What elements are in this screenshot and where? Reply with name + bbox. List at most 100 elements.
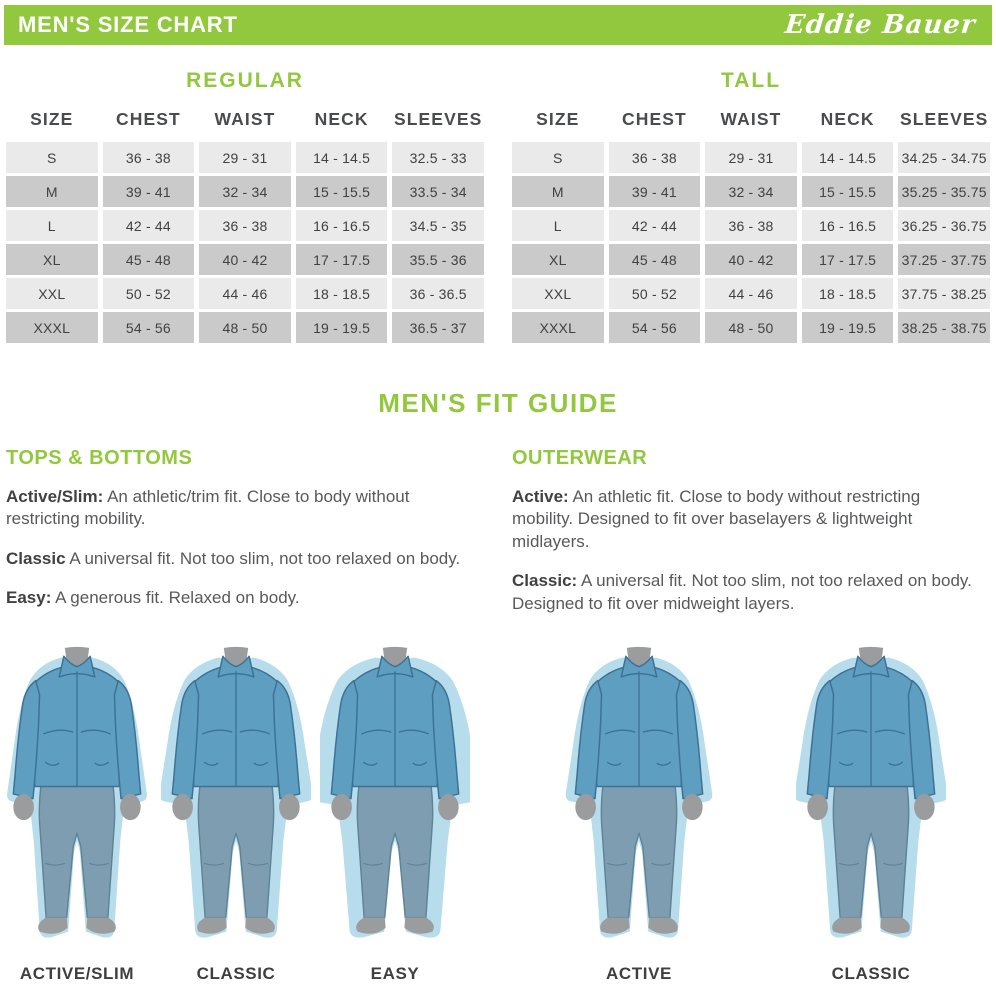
right-foot <box>880 917 910 934</box>
table-cell: 19 - 19.5 <box>801 312 894 343</box>
table-cell: 36.25 - 36.75 <box>898 210 990 241</box>
right-foot <box>86 917 116 934</box>
outerwear-items: Active: An athletic fit. Close to body w… <box>512 486 990 615</box>
table-cell: 40 - 42 <box>199 244 291 275</box>
table-cell: 32.5 - 33 <box>392 142 484 173</box>
jacket-left-arm <box>574 680 603 800</box>
jacket-left-arm <box>171 680 200 800</box>
jacket-right-arm <box>431 680 460 800</box>
table-cell: 15 - 15.5 <box>295 176 388 207</box>
table-cell: 34.25 - 34.75 <box>898 142 990 173</box>
column-header: CHEST <box>115 109 181 129</box>
jacket-left-arm <box>806 680 835 800</box>
outerwear-figures: ACTIVE CLASSIC <box>564 646 946 984</box>
table-cell: 50 - 52 <box>102 278 195 309</box>
left-foot <box>832 917 862 934</box>
tops-bottoms-heading: TOPS & BOTTOMS <box>6 447 193 469</box>
table-row: XL 45 - 48 40 - 42 17 - 17.5 35.5 - 36 <box>6 244 484 275</box>
page-title: MEN'S SIZE CHART <box>18 12 238 37</box>
table-cell: M <box>512 176 604 207</box>
fit-description: Classic A universal fit. Not too slim, n… <box>6 548 476 570</box>
table-row: S 36 - 38 29 - 31 14 - 14.5 34.25 - 34.75 <box>512 142 990 173</box>
table-cell: 29 - 31 <box>705 142 797 173</box>
fit-figure: ACTIVE/SLIM <box>2 646 152 984</box>
table-row: M 39 - 41 32 - 34 15 - 15.5 33.5 - 34 <box>6 176 484 207</box>
table-cell: 48 - 50 <box>705 312 797 343</box>
outerwear-heading: OUTERWEAR <box>512 447 648 469</box>
table-cell: 54 - 56 <box>608 312 701 343</box>
jacket-left-arm <box>12 680 41 800</box>
figure-label: CLASSIC <box>831 964 911 984</box>
table-cell: 32 - 34 <box>199 176 291 207</box>
table-cell: 18 - 18.5 <box>295 278 388 309</box>
left-foot <box>600 917 630 934</box>
table-cell: XXL <box>512 278 604 309</box>
fit-description: Easy: A generous fit. Relaxed on body. <box>6 587 476 609</box>
table-cell: XXL <box>6 278 98 309</box>
table-cell: XXXL <box>512 312 604 343</box>
pants <box>197 781 275 919</box>
column-header: SIZE <box>536 109 580 129</box>
pants <box>38 781 116 919</box>
fit-term-description: A universal fit. Not too slim, not too r… <box>512 571 972 613</box>
table-cell: 39 - 41 <box>102 176 195 207</box>
table-cell: XL <box>512 244 604 275</box>
left-foot <box>38 917 68 934</box>
jacket-right-arm <box>675 680 704 800</box>
table-cell: XL <box>6 244 98 275</box>
column-header: SIZE <box>30 109 74 129</box>
table-cell: 32 - 34 <box>705 176 797 207</box>
table-row: XXL 50 - 52 44 - 46 18 - 18.5 36 - 36.5 <box>6 278 484 309</box>
jacket-collar <box>217 655 255 678</box>
right-hand <box>682 794 703 821</box>
figure-label: EASY <box>370 964 420 984</box>
table-cell: 17 - 17.5 <box>801 244 894 275</box>
table-cell: 37.25 - 37.75 <box>898 244 990 275</box>
table-cell: 34.5 - 35 <box>392 210 484 241</box>
figure-label: ACTIVE/SLIM <box>19 964 135 984</box>
table-cell: 16 - 16.5 <box>295 210 388 241</box>
table-cell: 42 - 44 <box>102 210 195 241</box>
table-cell: 16 - 16.5 <box>801 210 894 241</box>
fit-term: Active/Slim: <box>6 487 104 506</box>
table-cell: 45 - 48 <box>608 244 701 275</box>
pants <box>832 781 910 919</box>
table-cell: M <box>6 176 98 207</box>
table-cell: 14 - 14.5 <box>295 142 388 173</box>
table-cell: 15 - 15.5 <box>801 176 894 207</box>
table-cell: 38.25 - 38.75 <box>898 312 990 343</box>
fit-figure: ACTIVE <box>564 646 714 984</box>
tall-table-title: TALL <box>720 69 782 92</box>
table-row: XL 45 - 48 40 - 42 17 - 17.5 37.25 - 37.75 <box>512 244 990 275</box>
table-cell: 29 - 31 <box>199 142 291 173</box>
fit-figure-illustration <box>796 647 946 938</box>
header-bar: MEN'S SIZE CHART Eddie Bauer <box>4 5 992 45</box>
fit-description: Active: An athletic fit. Close to body w… <box>512 486 982 553</box>
fit-term: Classic <box>6 548 66 568</box>
fit-figure-illustration <box>320 647 470 938</box>
left-hand <box>807 794 828 821</box>
fit-figure: EASY <box>320 646 470 984</box>
fit-term-description: A generous fit. Relaxed on body. <box>51 588 300 608</box>
table-cell: L <box>512 210 604 241</box>
right-hand <box>438 794 459 821</box>
column-header: CHEST <box>621 109 687 129</box>
table-cell: 36 - 38 <box>608 142 701 173</box>
table-cell: 35.25 - 35.75 <box>898 176 990 207</box>
fit-section-outerwear: OUTERWEAR Active: An athletic fit. Close… <box>512 447 990 632</box>
fit-description: Active/Slim: An athletic/trim fit. Close… <box>6 486 476 531</box>
fit-guide-title: MEN'S FIT GUIDE <box>378 388 618 418</box>
regular-table-title: REGULAR <box>186 69 304 92</box>
table-cell: S <box>6 142 98 173</box>
regular-table-body: S 36 - 38 29 - 31 14 - 14.5 32.5 - 33 M 39 - 4… <box>6 142 484 343</box>
table-cell: 40 - 42 <box>705 244 797 275</box>
right-foot <box>245 917 275 934</box>
tall-table-body: S 36 - 38 29 - 31 14 - 14.5 34.25 - 34.75 M 39… <box>512 142 990 343</box>
fit-term: Active: <box>512 487 569 506</box>
jacket-collar <box>852 655 890 678</box>
table-cell: 35.5 - 36 <box>392 244 484 275</box>
jacket-right-arm <box>907 680 936 800</box>
fit-figure-illustration <box>565 647 713 938</box>
figure-label: CLASSIC <box>196 964 276 984</box>
